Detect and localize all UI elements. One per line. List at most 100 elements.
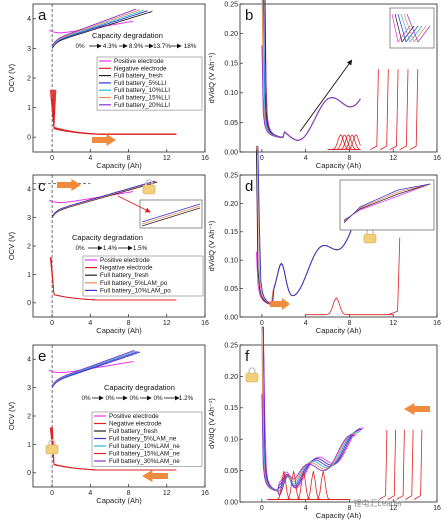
- y-tick-label: 0.15: [224, 229, 238, 236]
- negative-peak-0: [378, 429, 388, 500]
- degradation-step: 0%: [75, 245, 85, 252]
- y-tick-label: 0.05: [224, 120, 238, 127]
- inset-curve-3: [400, 13, 423, 43]
- degradation-step: 1.2%: [179, 395, 194, 402]
- y-tick-label: 0.25: [224, 172, 238, 179]
- negative-bump-4: [267, 470, 350, 500]
- y-tick-label: 1: [27, 272, 31, 279]
- degradation-step: 0%: [75, 43, 85, 50]
- negative-peak-3: [399, 69, 409, 150]
- legend-entry: Full battery_15%LAM_ne: [109, 451, 180, 458]
- legend-entry: Full battery_5%LLI: [114, 80, 167, 87]
- x-axis-label: Capacity (Ah): [96, 326, 142, 335]
- y-tick-label: 0.15: [224, 61, 238, 68]
- dvdq-curve-3: [261, 326, 359, 492]
- y-tick-label: 3: [27, 215, 31, 222]
- x-tick-label: 12: [389, 155, 397, 162]
- x-axis-label: Capacity (Ah): [316, 326, 362, 335]
- degradation-step: 0%: [153, 395, 163, 402]
- degradation-step: 13.7%: [153, 43, 171, 50]
- legend-box: [82, 255, 204, 297]
- lock-shackle: [48, 439, 56, 445]
- y-tick-label: 0: [27, 300, 31, 307]
- panel-b: 0 4 8 12 16 0.00 0.05 0.10 0.15 0.20 0.25 Capacity …: [207, 0, 441, 170]
- x-tick-label: 4: [304, 320, 308, 327]
- panel-label: b: [245, 7, 253, 24]
- degradation-title: Capacity degradation: [104, 383, 175, 392]
- inset-curve-0: [141, 207, 201, 227]
- panel-f: 0 4 8 12 16 0.00 0.05 0.10 0.15 0.20 0.25 Capacity …: [207, 326, 441, 520]
- y-axis-label: OCV (V): [7, 401, 16, 430]
- x-tick-label: 0: [50, 155, 54, 162]
- y-axis-label: OCV (V): [7, 231, 16, 260]
- x-tick-label: 12: [389, 320, 397, 327]
- y-tick-label: 0.10: [224, 90, 238, 97]
- full-battery-curve-2: [51, 9, 144, 48]
- degradation-step: 0%: [129, 395, 139, 402]
- negative-peak-2: [396, 429, 405, 500]
- y-tick-label: 4: [27, 16, 31, 23]
- full-battery-curve-3: [51, 349, 135, 387]
- x-axis-label: Capacity (Ah): [316, 511, 362, 520]
- y-tick-label: 0.20: [224, 201, 238, 208]
- lock-shackle: [248, 367, 256, 373]
- panel-label: e: [38, 348, 46, 365]
- degradation-step: 8.9%: [129, 43, 144, 50]
- y-tick-label: 0: [27, 470, 31, 477]
- inset-frame: [389, 7, 435, 49]
- full-battery-curve-0: [51, 10, 153, 49]
- full-battery-curve-0: [51, 351, 141, 388]
- y-tick-label: 0.05: [224, 468, 238, 475]
- legend-entry: Full battery_fresh: [100, 272, 149, 279]
- negative-curve-2: [50, 257, 177, 301]
- y-tick-label: 0.10: [224, 437, 238, 444]
- orange-arrow: [142, 470, 168, 482]
- x-tick-label: 12: [163, 155, 171, 162]
- legend-entry: Full battery_10%LAM_po: [100, 287, 171, 294]
- plot-frame: [239, 174, 438, 318]
- degradation-title: Capacity degradation: [92, 31, 163, 40]
- y-tick-label: 0.15: [224, 405, 238, 412]
- y-tick-label: 2: [27, 75, 31, 82]
- negative-peak-4: [409, 69, 419, 150]
- shift-arrow: [299, 59, 353, 132]
- x-tick-label: 16: [201, 490, 209, 497]
- orange-arrow: [57, 179, 81, 191]
- negative-peak-4: [413, 429, 423, 500]
- legend-entry: Full battery_fresh: [109, 428, 158, 435]
- negative-curve-3: [52, 427, 177, 471]
- x-tick-label: 4: [304, 155, 308, 162]
- x-axis-label: Capacity (Ah): [96, 161, 142, 170]
- y-tick-label: 0.20: [224, 374, 238, 381]
- full-battery-curve-2: [51, 180, 156, 217]
- negative-curve-6: [53, 89, 177, 135]
- y-tick-label: 0.00: [224, 149, 238, 156]
- degradation-step: 0%: [105, 395, 115, 402]
- legend-entry: Positive electrode: [114, 58, 164, 65]
- x-axis-label: Capacity (Ah): [316, 161, 362, 170]
- legend-entry: Negative electrode: [100, 265, 153, 272]
- x-tick-label: 8: [127, 320, 131, 327]
- legend-entry: Full battery_30%LAM_ne: [109, 458, 180, 465]
- full-battery-curve-2: [51, 350, 137, 387]
- lock-icon: [245, 372, 259, 383]
- negative-bump-0: [267, 470, 350, 500]
- x-tick-label: 12: [163, 320, 171, 327]
- degradation-step: 1.5%: [133, 245, 148, 252]
- negative-peak-1: [379, 69, 389, 150]
- legend-box: [91, 411, 203, 467]
- y-tick-label: 0.20: [224, 31, 238, 38]
- full-battery-curve-1: [51, 351, 139, 388]
- degradation-step: 0%: [81, 395, 91, 402]
- zoom-arrow: [117, 195, 151, 213]
- inset-curve-5: [406, 13, 431, 43]
- degradation-step: 18%: [184, 43, 197, 50]
- inset-curve-4: [403, 13, 427, 43]
- negative-peak-0: [370, 69, 379, 150]
- legend-entry: Positive electrode: [100, 257, 150, 264]
- legend-entry: Full battery_5%LAM_ne: [109, 436, 177, 443]
- y-tick-label: 0.10: [224, 258, 238, 265]
- x-tick-label: 4: [88, 320, 92, 327]
